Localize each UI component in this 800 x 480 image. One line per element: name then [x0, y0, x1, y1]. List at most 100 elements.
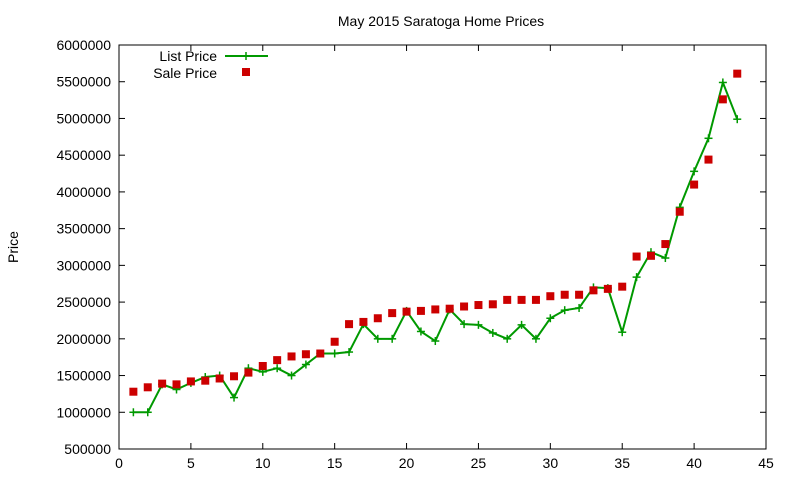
list-price-line [133, 79, 739, 414]
list-price-point [373, 334, 382, 343]
x-tick-label: 45 [758, 455, 774, 471]
axis-ticks [118, 44, 767, 450]
list-price-point [143, 408, 152, 417]
sale-price-point [201, 376, 210, 385]
x-tick-label: 10 [255, 455, 271, 471]
series-list-price [129, 78, 742, 417]
y-tick-label: 6000000 [56, 37, 111, 53]
list-price-point [718, 78, 727, 87]
sale-price-point [301, 350, 310, 359]
y-tick-label: 2500000 [56, 294, 111, 310]
list-price-point [230, 393, 239, 402]
sale-price-point [589, 286, 598, 295]
x-tick-label: 30 [543, 455, 559, 471]
y-tick-label: 1000000 [56, 404, 111, 420]
y-tick-label: 3000000 [56, 257, 111, 273]
legend-swatches [225, 52, 268, 76]
axis-tick-labels: 0 5 10 15 20 25 30 35 40 45 500000 1000000 1500000 20… [56, 37, 774, 471]
y-tick-label: 5000000 [56, 110, 111, 126]
list-price-point [287, 371, 296, 380]
sale-price-point [661, 240, 670, 249]
sale-price-point [258, 361, 267, 370]
sale-price-point [388, 309, 397, 318]
list-price-point [531, 334, 540, 343]
sale-price-point [560, 290, 569, 299]
sale-price-point [690, 180, 699, 189]
list-price-point [560, 306, 569, 315]
list-price-point [345, 348, 354, 357]
list-price-point [690, 167, 699, 176]
list-price-point [330, 349, 339, 358]
series-sale-price [129, 69, 742, 396]
sale-price-point [704, 155, 713, 164]
series-layer [129, 69, 742, 417]
legend: List Price Sale Price [153, 48, 268, 81]
sale-price-point [287, 352, 296, 361]
sale-price-point [675, 207, 684, 216]
sale-price-point [129, 387, 138, 396]
sale-price-point [215, 374, 224, 383]
list-price-point [488, 328, 497, 337]
sale-price-point [143, 383, 152, 392]
y-tick-label: 2000000 [56, 331, 111, 347]
sale-price-point [646, 251, 655, 260]
sale-price-point [402, 307, 411, 316]
x-tick-label: 0 [115, 455, 123, 471]
sale-price-point [186, 377, 195, 386]
sale-price-point [718, 95, 727, 104]
y-tick-label: 4000000 [56, 184, 111, 200]
x-tick-label: 5 [187, 455, 195, 471]
sale-price-point [244, 368, 253, 377]
x-tick-label: 15 [327, 455, 343, 471]
list-price-point [575, 303, 584, 312]
sale-price-point [373, 314, 382, 323]
list-price-point [704, 134, 713, 143]
list-price-point [273, 364, 282, 373]
x-tick-label: 20 [399, 455, 415, 471]
legend-swatch-sale-price [242, 68, 250, 76]
sale-price-point [474, 301, 483, 310]
list-price-point [301, 360, 310, 369]
sale-price-point [517, 295, 526, 304]
sale-price-point [431, 305, 440, 314]
x-tick-label: 40 [686, 455, 702, 471]
sale-price-point [316, 349, 325, 358]
sale-price-point [172, 380, 181, 389]
list-price-point [388, 334, 397, 343]
sale-price-point [345, 320, 354, 329]
sale-price-point [230, 372, 239, 381]
sale-price-point [445, 304, 454, 313]
list-price-point [546, 314, 555, 323]
list-price-point [431, 337, 440, 346]
sale-price-point [488, 300, 497, 309]
x-tick-label: 35 [614, 455, 630, 471]
sale-price-point [460, 302, 469, 311]
list-price-point [416, 327, 425, 336]
sale-price-point [531, 295, 540, 304]
sale-price-point [359, 317, 368, 326]
list-price-point [474, 320, 483, 329]
list-price-point [129, 408, 138, 417]
list-price-point [460, 320, 469, 329]
list-price-point [733, 115, 742, 124]
y-tick-label: 1500000 [56, 368, 111, 384]
y-tick-label: 3500000 [56, 221, 111, 237]
list-price-point [503, 334, 512, 343]
sale-price-point [632, 252, 641, 261]
sale-price-point [330, 337, 339, 346]
plot-frame [118, 44, 767, 450]
list-price-point [618, 328, 627, 337]
x-tick-label: 25 [471, 455, 487, 471]
legend-swatch-list-price-marker [242, 52, 250, 60]
chart-title: May 2015 Saratoga Home Prices [338, 13, 544, 29]
sale-price-point [603, 284, 612, 293]
legend-label-list-price: List Price [159, 48, 217, 64]
sale-price-point [273, 356, 282, 365]
y-tick-label: 4500000 [56, 147, 111, 163]
sale-price-point [618, 282, 627, 291]
y-tick-label: 500000 [64, 441, 111, 457]
sale-price-point [546, 292, 555, 301]
list-price-point [517, 320, 526, 329]
sale-price-point [575, 290, 584, 299]
